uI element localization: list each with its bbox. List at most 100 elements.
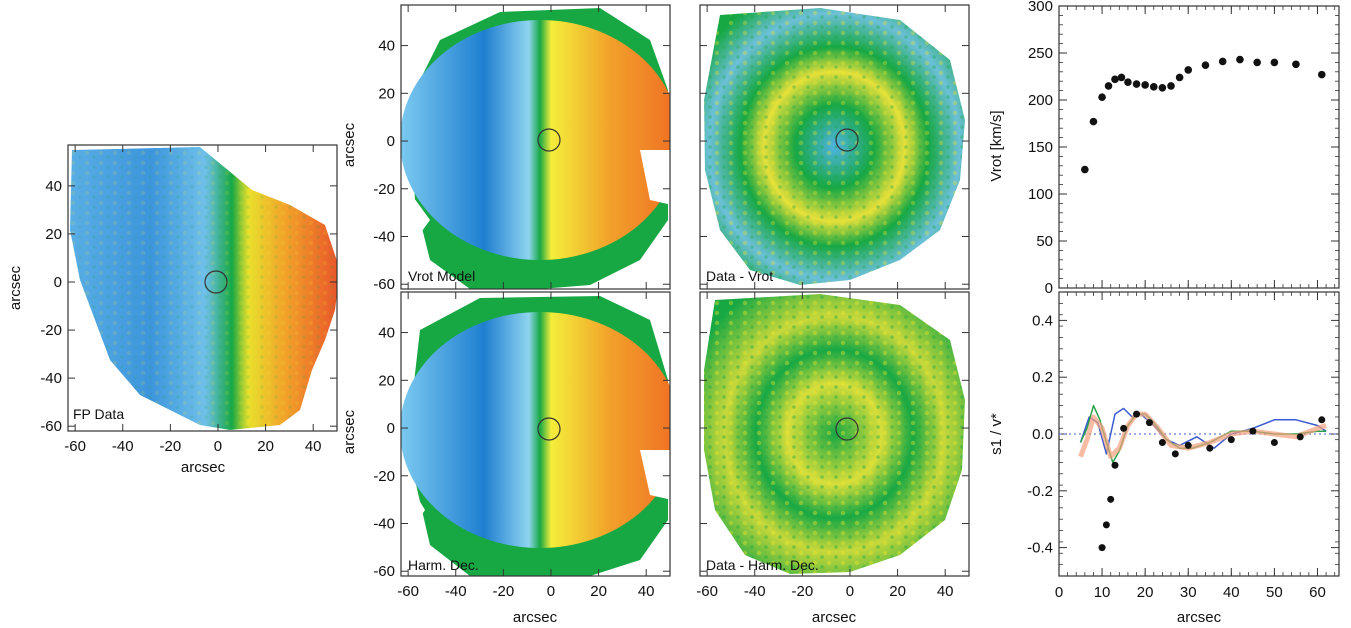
vrot-model-ytick-label: 20 xyxy=(378,85,395,102)
rotation-curve-point xyxy=(1117,73,1126,82)
s1-xlabel: arcsec xyxy=(1177,609,1222,626)
s1-point xyxy=(1120,424,1128,432)
data-minus-harm-label: Data - Harm. Dec. xyxy=(706,557,819,573)
rotation-curve-point xyxy=(1175,73,1184,82)
data-minus-harm-ticks: -60 -40 -20 0 20 40 xyxy=(696,292,969,600)
vrot-model-ytick-label: 0 xyxy=(387,133,395,150)
rotation-curve-point xyxy=(1124,78,1132,86)
rotation-curve-frame xyxy=(1058,5,1340,289)
rotation-curve-point xyxy=(1081,165,1089,174)
s1-xtick-label: 10 xyxy=(1094,584,1111,601)
s1-point xyxy=(1107,495,1115,503)
vrot-model-ytick-label: -60 xyxy=(373,276,395,293)
fp-data-ylabel: arcsec xyxy=(7,265,24,310)
data-minus-vrot-frame xyxy=(699,4,970,290)
s1-ytick-label: 0.0 xyxy=(1032,426,1053,443)
harm-dec-panel: Harm. Dec. -60 -40 -20 0 20 40 40 20 0 -20 -40-60 … xyxy=(341,291,671,626)
s1-xtick-label: 20 xyxy=(1137,584,1154,601)
vrot-model-ticks: 40 20 0 -20 -40 -60 xyxy=(373,5,670,293)
s1-point xyxy=(1133,410,1141,418)
data-minus-harm-xtick-label: 20 xyxy=(889,583,906,600)
harm-dec-xtick-label: -40 xyxy=(445,583,467,600)
data-minus-harm-panel: Data - Harm. Dec. -60 -40 -20 0 20 40 arcsec xyxy=(696,291,970,626)
harm-dec-center-marker xyxy=(537,417,561,441)
s1-point xyxy=(1318,416,1326,424)
fp-data-xlabel: arcsec xyxy=(181,459,226,476)
s1-chart: 0 10 20 30 40 50 60 -0.4 -0.2 0.0 0.2 0.4 s1 / v* a… xyxy=(988,291,1340,626)
harm-dec-xlabel: arcsec xyxy=(513,609,558,626)
rotation-curve-point xyxy=(1158,83,1167,92)
rotation-curve-ytick-label: 250 xyxy=(1028,45,1053,62)
harm-dec-xtick-label: 40 xyxy=(638,583,655,600)
s1-point xyxy=(1098,544,1106,552)
rotation-curve-points xyxy=(1081,55,1326,174)
fp-data-xtick-label: 0 xyxy=(214,438,222,455)
s1-xtick-label: 30 xyxy=(1180,584,1197,601)
vrot-model-velocity-field xyxy=(401,20,670,260)
data-minus-vrot-ticks xyxy=(700,5,969,289)
fp-data-label: FP Data xyxy=(73,406,124,422)
s1-ytick-label: 0.2 xyxy=(1032,369,1053,386)
rotation-curve-chart: 0 50 100 150 200 250 300 Vrot [km/s] xyxy=(988,0,1340,297)
rotation-curve-point xyxy=(1104,82,1113,90)
harm-dec-ticks: -60 -40 -20 0 20 40 40 20 0 -20 -40 -60 xyxy=(373,292,670,600)
fp-data-ytick-label: 20 xyxy=(45,226,62,243)
data-minus-vrot-panel: Data - Vrot xyxy=(699,4,970,290)
harm-dec-xtick-label: 0 xyxy=(547,583,555,600)
s1-xtick-label: 40 xyxy=(1223,584,1240,601)
data-minus-harm-xtick-label: -60 xyxy=(696,583,718,600)
s1-point xyxy=(1158,439,1166,447)
s1-series-lines xyxy=(1059,404,1339,464)
harm-dec-xtick-label: -60 xyxy=(397,583,419,600)
vrot-model-ytick-label: 40 xyxy=(378,38,395,55)
fp-data-ticks: -60 -40 -20 0 20 40 40 20 0 -20 -40 -60 xyxy=(40,145,337,455)
s1-point xyxy=(1184,441,1192,449)
rotation-curve-ytick-label: 50 xyxy=(1036,233,1053,250)
s1-xtick-label: 60 xyxy=(1309,584,1326,601)
rotation-curve-ytick-label: 200 xyxy=(1028,92,1053,109)
s1-point xyxy=(1270,439,1278,447)
s1-points xyxy=(1098,410,1326,552)
vrot-model-ytick-label: -20 xyxy=(373,181,395,198)
fp-data-xtick-label: 20 xyxy=(257,438,274,455)
harm-dec-xtick-label: -20 xyxy=(493,583,515,600)
s1-point xyxy=(1249,427,1257,435)
vrot-model-center-marker xyxy=(537,128,561,152)
rotation-curve-point xyxy=(1201,61,1210,70)
s1-ylabel: s1 / v* xyxy=(988,413,1005,455)
rotation-curve-ytick-label: 300 xyxy=(1028,0,1053,15)
rotation-curve-point xyxy=(1111,75,1119,84)
harm-dec-label: Harm. Dec. xyxy=(408,557,479,573)
rotation-curve-point xyxy=(1089,117,1098,126)
vrot-model-ylabel: arcsec xyxy=(341,122,358,167)
vrot-model-frame xyxy=(400,4,671,290)
s1-xtick-label: 50 xyxy=(1266,584,1283,601)
s1-series-line xyxy=(1078,411,1327,460)
rotation-curve-point xyxy=(1149,83,1158,91)
fp-data-frame xyxy=(67,144,338,432)
vrot-model-label: Vrot Model xyxy=(408,268,475,284)
fp-data-ytick-label: -20 xyxy=(40,322,62,339)
s1-ytick-label: 0.4 xyxy=(1032,312,1053,329)
data-minus-vrot-center-marker xyxy=(835,128,859,152)
rotation-curve-point xyxy=(1292,60,1300,69)
vrot-model-ytick-label: -40 xyxy=(373,228,395,245)
s1-ytick-label: -0.2 xyxy=(1027,483,1053,500)
fp-data-xtick-label: -60 xyxy=(64,438,86,455)
data-minus-harm-xtick-label: 40 xyxy=(937,583,954,600)
s1-point xyxy=(1111,461,1119,469)
data-minus-harm-xtick-label: -40 xyxy=(744,583,766,600)
rotation-curve-point xyxy=(1132,80,1141,88)
fp-data-panel: FP Data -60 -40 -20 0 20 40 40 20 0 -20 -40 -60 arc… xyxy=(7,144,338,476)
fp-data-ytick-label: 40 xyxy=(45,178,62,195)
s1-point xyxy=(1296,433,1304,441)
rotation-curve-point xyxy=(1317,70,1326,79)
rotation-curve-point xyxy=(1098,93,1106,101)
rotation-curve-ytick-label: 0 xyxy=(1045,280,1053,297)
harm-dec-velocity-field xyxy=(401,312,670,548)
rotation-curve-ylabel: Vrot [km/s] xyxy=(988,110,1005,181)
data-minus-harm-xtick-label: -20 xyxy=(792,583,814,600)
harm-dec-ylabel: arcsec xyxy=(341,409,358,454)
harm-dec-ytick-label: 40 xyxy=(378,325,395,342)
